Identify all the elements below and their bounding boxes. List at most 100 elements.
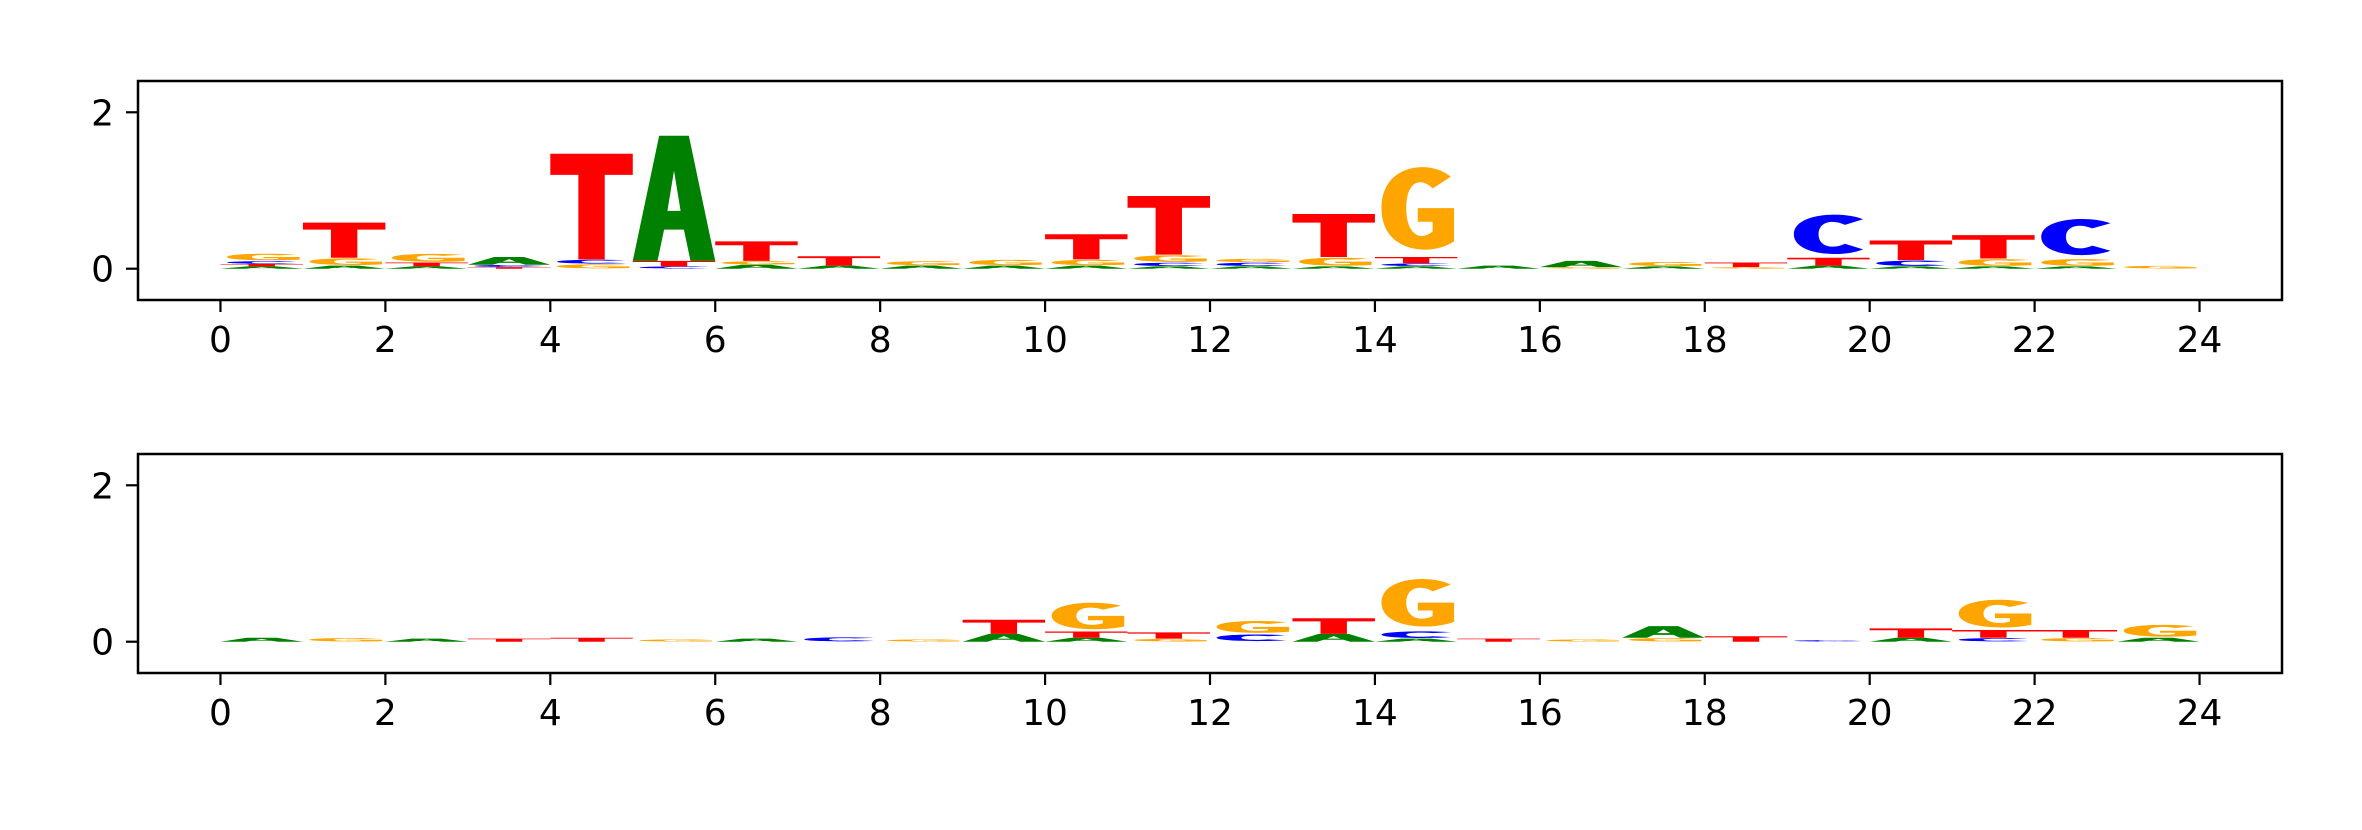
logo-letter-a-pos-2: [385, 266, 468, 269]
logo-letter-g-pos-23: [2123, 624, 2197, 637]
logo-letter-t-pos-4: [550, 637, 633, 642]
x-tick-label: 8: [869, 693, 892, 734]
logo-letter-c-pos-4: [556, 259, 627, 264]
logo-letter-a-pos-0: [220, 637, 303, 642]
logo-letter-a-pos-0: [220, 266, 303, 269]
logo-letter-t-pos-7: [797, 256, 881, 266]
logo-letter-g-pos-1: [309, 638, 383, 642]
logo-letter-a-pos-9: [962, 633, 1046, 642]
logo-letter-t-pos-10: [1045, 631, 1128, 638]
x-tick-label: 2: [374, 320, 397, 361]
x-tick-label: 12: [1187, 320, 1233, 361]
logo-letter-a-pos-12: [1210, 266, 1293, 269]
logo-letter-t-pos-18: [1704, 262, 1788, 268]
logo-letter-t-pos-4: [550, 153, 633, 260]
x-tick-label: 8: [869, 320, 892, 361]
logo-letter-t-pos-21: [1952, 235, 2035, 259]
logo-letter-a-pos-2: [385, 638, 468, 642]
logo-letter-t-pos-13: [1292, 213, 1375, 257]
logo-letter-t-pos-3: [467, 638, 551, 642]
logo-letter-t-pos-20: [1869, 240, 1953, 261]
y-tick-label: 2: [91, 93, 114, 134]
logo-letter-a-pos-16: [1539, 260, 1623, 268]
x-tick-label: 18: [1682, 693, 1728, 734]
logo-letter-a-pos-6: [715, 264, 798, 269]
x-tick-label: 10: [1022, 693, 1068, 734]
logo-letter-c-pos-14: [1381, 263, 1451, 267]
logo-letter-a-pos-6: [715, 638, 798, 642]
logo-letter-t-pos-11: [1127, 632, 1210, 639]
logo-letter-t-pos-10: [1045, 234, 1128, 260]
logo-letter-a-pos-15: [1457, 265, 1540, 269]
logo-letter-t-pos-0: [220, 264, 303, 267]
x-tick-label: 16: [1517, 320, 1563, 361]
logo-letter-a-pos-13: [1292, 633, 1375, 642]
logo-letter-a-pos-20: [1869, 637, 1953, 642]
x-tick-label: 22: [2012, 693, 2058, 734]
logo-letter-g-pos-2: [391, 253, 465, 262]
logo-letter-c-pos-0: [227, 261, 297, 264]
logo-letter-c-pos-14: [1381, 631, 1451, 638]
logo-letter-t-pos-22: [2034, 629, 2118, 638]
logo-letter-t-pos-2: [385, 262, 468, 267]
logo-letter-t-pos-11: [1127, 195, 1210, 255]
logo-letter-g-pos-16: [1546, 267, 1620, 269]
logo-letter-c-pos-11: [1134, 262, 1204, 267]
x-tick-label: 0: [209, 693, 232, 734]
x-tick-label: 6: [704, 693, 727, 734]
logo-letter-g-pos-10: [1051, 602, 1125, 630]
x-tick-label: 4: [539, 320, 562, 361]
logo-letter-a-pos-3: [467, 256, 551, 265]
logo-letter-a-pos-20: [1869, 266, 1953, 269]
logo-letter-a-pos-1: [302, 265, 386, 269]
x-tick-label: 18: [1682, 320, 1728, 361]
logo-letter-c-pos-7: [804, 637, 874, 642]
y-tick-label: 0: [91, 623, 114, 664]
logo-letter-g-pos-4: [556, 264, 630, 269]
logo-letter-g-pos-21: [1958, 259, 2032, 266]
logo-letter-a-pos-11: [1127, 266, 1210, 269]
logo-letter-g-pos-14: [1381, 578, 1455, 627]
x-tick-label: 16: [1517, 693, 1563, 734]
logo-letter-g-pos-1: [309, 258, 383, 265]
letter-stack-group: [220, 578, 2200, 642]
logo-letter-t-pos-15: [1457, 638, 1540, 642]
logo-letter-a-pos-5: [632, 135, 716, 261]
logo-letter-t-pos-13: [1292, 618, 1375, 634]
x-tick-label: 14: [1352, 320, 1398, 361]
logo-letter-t-pos-3: [467, 267, 551, 269]
logo-letter-c-pos-20: [1876, 260, 1946, 266]
x-tick-label: 24: [2177, 693, 2223, 734]
logo-letter-t-pos-5: [632, 260, 716, 267]
logo-letter-a-pos-13: [1292, 266, 1375, 269]
logo-letter-t-pos-18: [1704, 636, 1788, 642]
x-tick-label: 22: [2012, 320, 2058, 361]
logo-letter-t-pos-14: [1374, 256, 1458, 264]
logo-letter-c-pos-19: [1793, 640, 1864, 642]
x-tick-label: 2: [374, 693, 397, 734]
logo-letter-t-pos-9: [962, 619, 1046, 634]
logo-letter-g-pos-14: [1381, 167, 1455, 250]
logo-letter-c-pos-22: [2041, 218, 2111, 256]
logo-letter-a-pos-14: [1374, 266, 1458, 269]
logo-letter-a-pos-7: [797, 265, 881, 269]
logo-letter-t-pos-19: [1787, 257, 1870, 266]
logo-letter-a-pos-9: [962, 265, 1046, 269]
logo-letter-t-pos-6: [715, 241, 798, 261]
x-tick-label: 4: [539, 693, 562, 734]
x-tick-label: 14: [1352, 693, 1398, 734]
logo-letter-a-pos-22: [2034, 266, 2118, 269]
x-tick-label: 12: [1187, 693, 1233, 734]
logo-letter-g-pos-22: [2041, 638, 2114, 642]
x-tick-label: 20: [1847, 320, 1893, 361]
x-tick-label: 10: [1022, 320, 1068, 361]
logo-letter-a-pos-17: [1622, 266, 1705, 269]
logo-letter-t-pos-1: [302, 222, 386, 258]
logo-letter-g-pos-23: [2123, 265, 2197, 269]
y-tick-label: 2: [91, 466, 114, 507]
logo-letter-a-pos-23: [2117, 637, 2200, 642]
